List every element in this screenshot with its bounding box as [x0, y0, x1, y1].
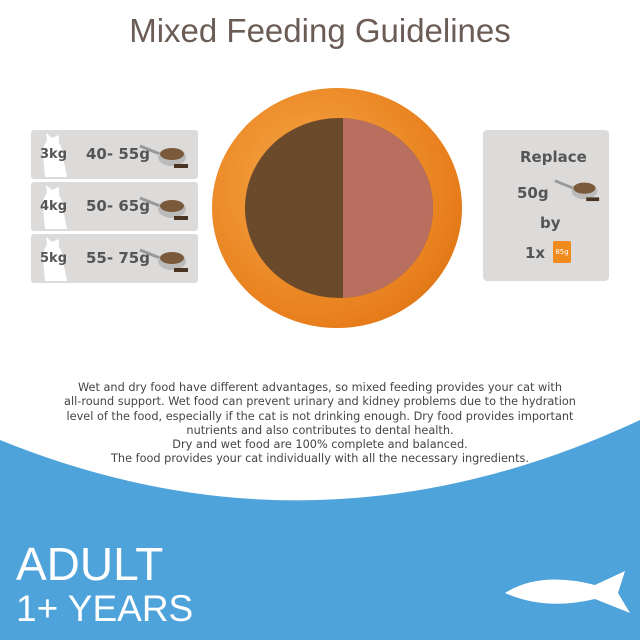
- pouch-icon: 85g: [553, 241, 571, 263]
- replace-card: Replace 50g by 1x 85g: [483, 130, 609, 281]
- wet-food: [342, 118, 433, 298]
- description-line: all-round support. Wet food can prevent …: [64, 395, 576, 409]
- food-amount: 40- 55g: [86, 145, 150, 163]
- description-line: The food provides your cat individually …: [111, 452, 529, 466]
- scoop-icon: [139, 144, 188, 168]
- pouch-count: 1x: [525, 244, 546, 262]
- cat-silhouette-icon: [43, 185, 67, 229]
- cat-weight: 5kg: [40, 251, 67, 266]
- food-in-bowl: [245, 118, 433, 298]
- description-line: nutrients and also contributes to dental…: [186, 423, 454, 437]
- cat-weight: 3kg: [40, 147, 67, 162]
- banner-adult: ADULT: [16, 538, 164, 590]
- cat-silhouette-icon: [43, 133, 67, 177]
- banner-years: 1+ YEARS: [16, 588, 194, 629]
- feeding-row: 3kg 40- 55g: [31, 130, 198, 179]
- scoop-icon: [139, 196, 188, 220]
- food-amount: 50- 65g: [86, 197, 150, 215]
- scoop-icon: [139, 248, 188, 272]
- feeding-row: 4kg 50- 65g: [31, 182, 198, 231]
- replace-amount: 50g: [517, 184, 549, 202]
- description-line: level of the food, especially if the cat…: [66, 409, 574, 423]
- fish-icon: [505, 571, 630, 613]
- cat-silhouette-icon: [43, 237, 67, 281]
- description-line: Wet and dry food have different advantag…: [78, 381, 562, 394]
- food-amount: 55- 75g: [86, 249, 150, 267]
- scoop-icon: [554, 179, 600, 202]
- feeding-row: 5kg 55- 75g: [31, 234, 198, 283]
- replace-label: Replace: [520, 148, 587, 166]
- page-title: Mixed Feeding Guidelines: [129, 12, 511, 49]
- cat-weight: 4kg: [40, 199, 67, 214]
- description: Wet and dry food have different advantag…: [40, 381, 600, 467]
- by-label: by: [540, 214, 561, 232]
- description-line: Dry and wet food are 100% complete and b…: [172, 438, 468, 452]
